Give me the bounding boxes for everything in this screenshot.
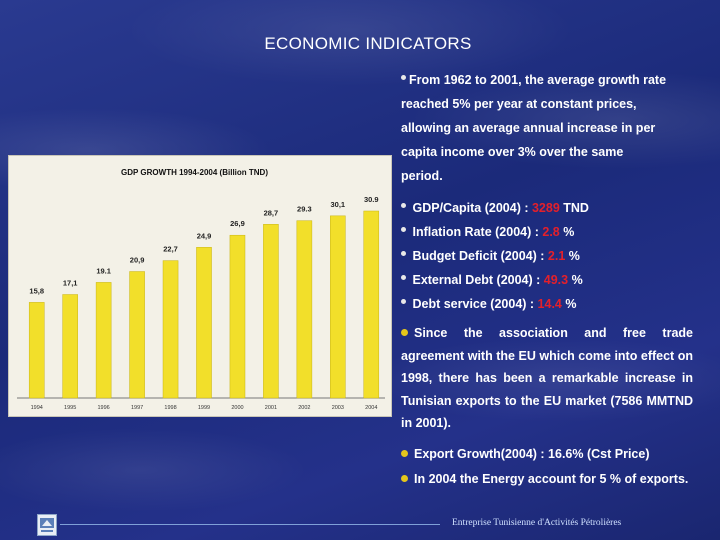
indicator-debt-service: Debt service (2004) : 14.4 %: [401, 292, 576, 316]
intro-line: period.: [401, 169, 443, 183]
bar-1998: [162, 260, 179, 399]
bar-2003: [330, 215, 346, 399]
data-label: 22,7: [163, 245, 178, 254]
chart-canvas: GDP GROWTH 1994-2004 (Billion TND) 15,8 19…: [17, 168, 385, 411]
bar-1999: [196, 247, 212, 399]
bullet-icon: [401, 299, 406, 304]
bullet-icon: [401, 475, 408, 483]
bar-2004: [363, 210, 380, 399]
data-label: 30.9: [364, 195, 379, 204]
energy-paragraph: In 2004 the Energy account for 5 % of ex…: [401, 468, 693, 490]
data-label: 28,7: [264, 208, 279, 217]
data-label: 29.3: [297, 205, 312, 214]
indicator-text-panel: From 1962 to 2001, the average growth ra…: [401, 68, 693, 486]
x-tick-label: 1996: [98, 405, 110, 411]
bullet-icon: [401, 450, 408, 458]
data-label: 15,8: [29, 286, 44, 295]
footer-divider: [60, 524, 440, 525]
x-tick-label: 2001: [265, 405, 277, 411]
x-tick-label: 2004: [365, 405, 377, 411]
company-logo: [37, 514, 57, 536]
bullet-icon: [401, 75, 406, 80]
data-label: 20,9: [130, 256, 145, 265]
x-tick-label: 1999: [198, 405, 210, 411]
indicator-budget-deficit: Budget Deficit (2004) : 2.1 %: [401, 244, 580, 268]
bullet-icon: [401, 275, 406, 280]
data-label: 30,1: [331, 200, 346, 209]
intro-line: capita income over 3% over the same: [401, 145, 624, 159]
bullet-icon: [401, 329, 408, 337]
data-label: 24,9: [197, 231, 212, 240]
intro-paragraph: From 1962 to 2001, the average growth ra…: [401, 68, 693, 188]
page-title: ECONOMIC INDICATORS: [264, 34, 472, 53]
bar-2002: [296, 220, 313, 399]
bar-1996: [95, 282, 112, 399]
data-label: 17,1: [63, 279, 78, 288]
bar-1997: [129, 271, 145, 399]
bar-1994: [28, 302, 45, 399]
data-label: 19.1: [96, 266, 111, 275]
indicator-external-debt: External Debt (2004) : 49.3 %: [401, 268, 583, 292]
bar-1995: [62, 294, 78, 399]
x-tick-label: 1994: [31, 405, 43, 411]
x-tick-label: 2002: [298, 405, 310, 411]
indicator-gdp-capita: GDP/Capita (2004) : 3289 TND: [401, 196, 589, 220]
intro-line: allowing an average annual increase in p…: [401, 121, 656, 135]
footer-company-name: Entreprise Tunisienne d'Activités Pétrol…: [452, 518, 622, 528]
x-tick-label: 1995: [64, 405, 76, 411]
intro-line: reached 5% per year at constant prices,: [401, 97, 637, 111]
x-tick-label: 2000: [231, 405, 243, 411]
intro-line: From 1962 to 2001, the average growth ra…: [401, 68, 693, 92]
x-tick-label: 1998: [164, 405, 176, 411]
bullet-icon: [401, 227, 406, 232]
x-tick-label: 2003: [332, 405, 344, 411]
bar-2001: [263, 224, 279, 399]
x-tick-label: 1997: [131, 405, 143, 411]
bullet-icon: [401, 203, 406, 208]
export-growth-line: Export Growth(2004) : 16.6% (Cst Price): [401, 442, 693, 466]
chart-title: GDP GROWTH 1994-2004 (Billion TND): [121, 168, 268, 177]
data-label: 26,9: [230, 219, 245, 228]
association-paragraph: Since the association and free trade agr…: [401, 326, 693, 430]
gdp-bar-chart: GDP GROWTH 1994-2004 (Billion TND) 15,8 19…: [8, 155, 392, 417]
bullet-icon: [401, 251, 406, 256]
bar-2000: [229, 234, 246, 399]
indicator-inflation: Inflation Rate (2004) : 2.8 %: [401, 220, 574, 244]
